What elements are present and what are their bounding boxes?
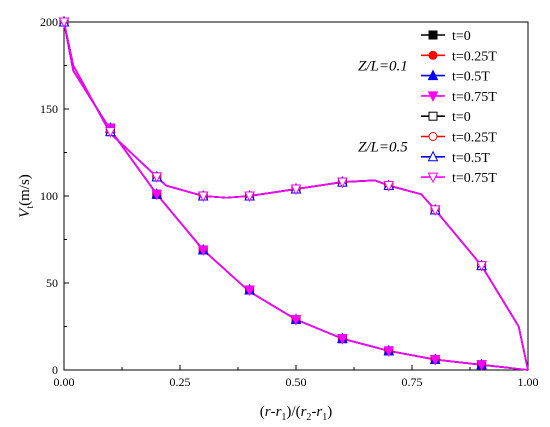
x-axis-label: (r-r1)/(r2-r1)	[260, 404, 333, 423]
legend-marker	[428, 132, 438, 141]
data-point	[429, 205, 441, 217]
y-tick-label: 50	[46, 276, 58, 290]
data-point	[244, 191, 255, 203]
data-point	[244, 285, 255, 297]
legend-entry-label: t=0.75T	[452, 90, 497, 105]
series-markers	[58, 15, 487, 371]
legend-marker	[427, 69, 439, 81]
x-tick-label: 0.00	[54, 375, 75, 389]
data-point	[290, 184, 302, 196]
data-point	[383, 346, 395, 357]
legend-marker	[427, 91, 439, 103]
y-tick-label: 100	[40, 189, 58, 203]
legend-entry-label: t=0	[452, 29, 471, 44]
legend-entry-label: t=0.25T	[452, 131, 497, 146]
data-point	[337, 334, 348, 345]
legend-marker	[428, 111, 438, 121]
legend: Z/L=0.1 t=0 t=0.25T t=0.5T t=0.75T Z/L=0.5 t=0…	[358, 29, 497, 186]
data-point	[197, 245, 209, 257]
axis-ticks: 0.00 0.25 0.50 0.75 1.00 0 50 100 150 200	[40, 15, 539, 389]
x-tick-label: 0.75	[402, 375, 423, 389]
legend-entry-label: t=0	[452, 110, 471, 125]
x-tick-label: 1.00	[518, 375, 539, 389]
legend-group-label: Z/L=0.1	[358, 58, 408, 74]
y-tick-label: 150	[40, 102, 58, 116]
data-point	[383, 181, 395, 192]
x-tick-label: 0.50	[286, 375, 307, 389]
data-point	[476, 360, 487, 371]
data-point	[58, 17, 70, 29]
y-tick-label: 200	[40, 15, 58, 29]
data-point	[151, 172, 163, 183]
legend-entry-label: t=0.25T	[452, 49, 497, 64]
legend-marker	[427, 172, 439, 184]
y-axis-label: Vt(m/s)	[17, 174, 36, 218]
legend-group-label: Z/L=0.5	[358, 140, 408, 156]
data-point	[290, 315, 302, 326]
data-point	[337, 177, 348, 189]
legend-entry-label: t=0.5T	[452, 151, 490, 166]
x-tick-label: 0.25	[170, 375, 191, 389]
data-point	[197, 191, 209, 203]
legend-entry-label: t=0.75T	[452, 171, 497, 186]
legend-marker	[427, 150, 439, 162]
legend-entry-label: t=0.5T	[452, 70, 490, 85]
legend-marker	[428, 50, 438, 60]
data-point	[429, 355, 441, 366]
y-tick-label: 0	[52, 363, 58, 377]
data-point	[476, 261, 487, 272]
legend-marker	[428, 30, 438, 40]
data-point	[151, 189, 163, 201]
series-line	[63, 21, 529, 371]
data-point	[105, 127, 116, 138]
